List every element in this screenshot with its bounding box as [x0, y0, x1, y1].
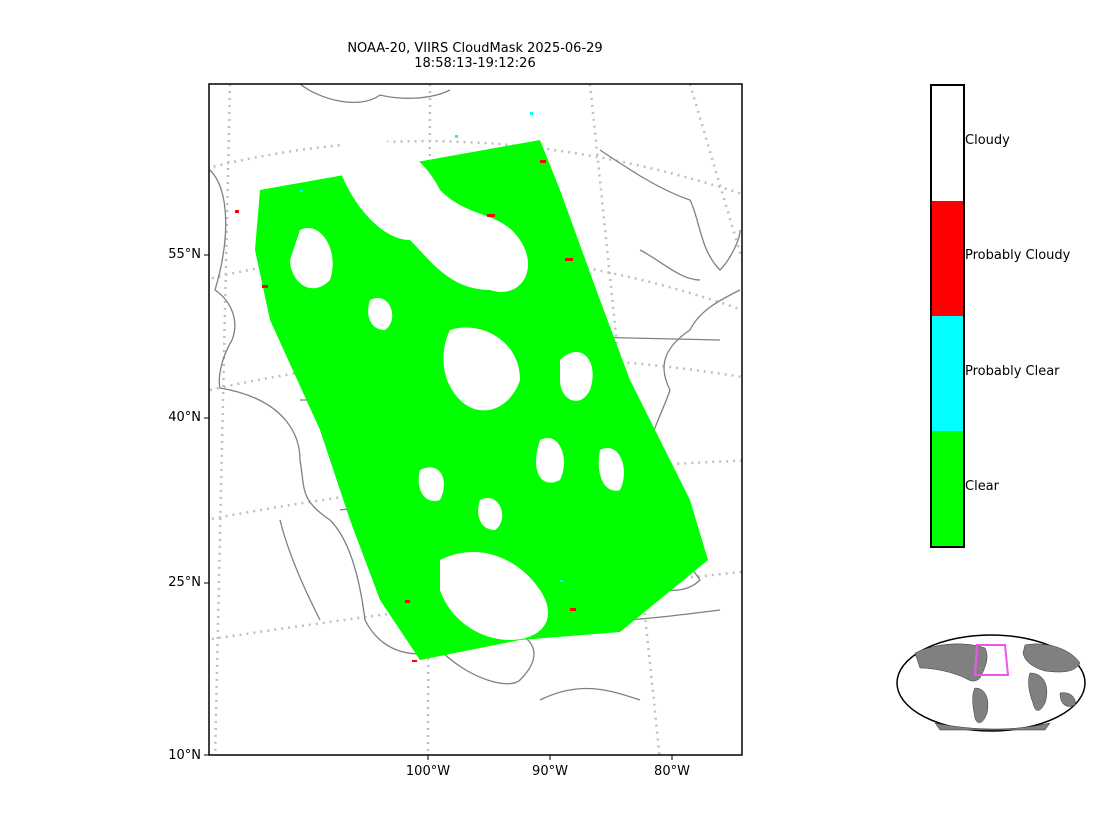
- lon-label-100w: 100°W: [405, 764, 451, 779]
- lat-label-55n: 55°N: [168, 247, 201, 262]
- colorbar-segment-clear: [932, 431, 963, 546]
- map-frame: [208, 83, 743, 756]
- cloudmask-swath: [235, 112, 708, 662]
- cloudy-regions: [290, 137, 624, 640]
- colorbar-segment-probably-clear: [932, 316, 963, 431]
- lat-label-25n: 25°N: [168, 575, 201, 590]
- lon-label-80w: 80°W: [654, 764, 690, 779]
- lat-label-40n: 40°N: [168, 410, 201, 425]
- colorbar-segment-cloudy: [932, 86, 963, 201]
- legend-label-clear: Clear: [965, 479, 999, 494]
- globe-landmasses: [914, 643, 1081, 731]
- map-title-line2: 18:58:13-19:12:26: [414, 56, 536, 71]
- lon-label-90w: 90°W: [532, 764, 568, 779]
- globe-inset-map: [896, 634, 1086, 732]
- swath-extent-box: [973, 644, 1010, 676]
- map-title-line1: NOAA-20, VIIRS CloudMask 2025-06-29: [347, 41, 603, 56]
- lat-label-10n: 10°N: [168, 748, 201, 763]
- probably-clear-pixels: [300, 112, 563, 582]
- axis-ticks: [204, 254, 673, 760]
- legend-label-probably-clear: Probably Clear: [965, 364, 1060, 379]
- legend-label-cloudy: Cloudy: [965, 133, 1010, 148]
- colorbar-segment-probably-cloudy: [932, 201, 963, 316]
- legend-label-probably-cloudy: Probably Cloudy: [965, 248, 1071, 263]
- colorbar: [930, 84, 965, 548]
- probably-cloudy-pixels: [235, 160, 576, 662]
